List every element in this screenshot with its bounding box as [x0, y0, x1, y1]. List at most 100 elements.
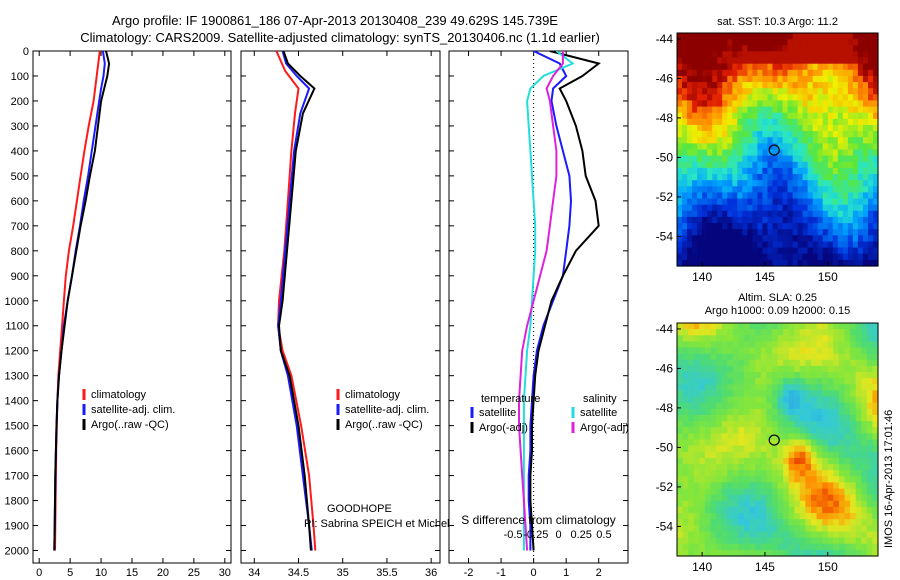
y-tick-label: 900: [11, 271, 29, 283]
salinity-panel: 3434.53535.536salinityclimatologysatelli…: [240, 50, 491, 579]
series-line-1: [277, 51, 313, 551]
y-tick-label: 1100: [5, 321, 29, 333]
y-tick-label: 1400: [5, 396, 29, 408]
map-title: Altim. SLA: 0.25: [738, 292, 817, 304]
legend-label: satellite: [580, 407, 617, 419]
y-tick-label: 400: [11, 146, 29, 158]
x-tick-label: 1: [563, 567, 569, 579]
x-tick-label: 20: [157, 567, 169, 579]
x-tick-label: 36: [425, 567, 437, 579]
legend-label: satellite-adj. clim.: [91, 404, 175, 416]
lat-tick-label: -48: [656, 111, 674, 125]
pi-label: PI: Sabrina SPEICH et Michel ARHAN: [304, 518, 491, 530]
y-tick-label: 700: [11, 221, 29, 233]
y-tick-label: 2000: [5, 546, 29, 558]
s-tick-label: 0: [555, 529, 561, 541]
x-tick-label: 0: [36, 567, 42, 579]
y-tick-label: 800: [11, 246, 29, 258]
title-line-2: Climatology: CARS2009. Satellite-adjuste…: [80, 30, 600, 45]
x-tick-label: 34: [248, 567, 260, 579]
legend-label: climatology: [91, 389, 147, 401]
legend-label: climatology: [345, 389, 401, 401]
y-tick-label: 1300: [5, 371, 29, 383]
legend-label: Argo(..raw -QC): [345, 419, 423, 431]
x-tick-label: 2: [596, 567, 602, 579]
legend-label: satellite: [479, 407, 516, 419]
x-tick-label: 35.5: [376, 567, 397, 579]
x-tick-label: 34.5: [288, 567, 309, 579]
lat-tick-label: -52: [656, 190, 674, 204]
y-tick-label: 100: [11, 71, 29, 83]
series-line-0: [275, 51, 317, 551]
lon-tick-label: 145: [755, 560, 775, 574]
map-frame: [676, 322, 879, 557]
lon-tick-label: 140: [692, 270, 712, 284]
y-tick-label: 1200: [5, 346, 29, 358]
lat-tick-label: -50: [656, 440, 674, 454]
lon-tick-label: 145: [755, 270, 775, 284]
y-tick-label: 600: [11, 196, 29, 208]
lat-tick-label: -44: [656, 322, 674, 336]
sst-map-panel: 140 145 150 -44 -46 -48 -50 -52 -54 sat. SST: 10.…: [656, 16, 879, 284]
s-tick-label: 0.5: [596, 529, 611, 541]
temperature-panel: 0 5 10 15 20 25 300100200300400500600700800900…: [5, 46, 232, 579]
map-title: sat. SST: 10.3 Argo: 11.2: [717, 16, 838, 28]
y-tick-label: 200: [11, 96, 29, 108]
y-tick-label: 300: [11, 121, 29, 133]
y-tick-label: 1700: [5, 471, 29, 483]
map-subtitle: Argo h1000: 0.09 h2000: 0.15: [705, 305, 851, 317]
sla-field: [677, 323, 879, 557]
y-tick-label: 1000: [5, 296, 29, 308]
series-line-2: [53, 51, 111, 551]
y-tick-label: 1800: [5, 496, 29, 508]
series-line-2: [522, 51, 575, 551]
series-line-2: [277, 51, 316, 551]
project-label: GOODHOPE: [327, 503, 392, 515]
legend-label: Argo(..raw -QC): [91, 419, 169, 431]
x-tick-label: 10: [95, 567, 107, 579]
lat-tick-label: -54: [656, 519, 674, 533]
y-tick-label: 0: [23, 46, 29, 58]
plot-frame: [240, 50, 441, 564]
argo-position-marker: [768, 144, 780, 156]
y-tick-label: 1500: [5, 421, 29, 433]
s-tick-label: 0.25: [570, 529, 591, 541]
sst-field: [677, 33, 879, 267]
difference-panel: -2-1012T difference from climatology-0.5…: [448, 50, 629, 579]
legend-header-salinity: salinity: [583, 393, 617, 405]
legend-label: Argo(-adj): [580, 422, 629, 434]
map-frame: [676, 32, 879, 267]
s-tick-label: -0.25: [523, 529, 548, 541]
x-tick-label: 15: [126, 567, 138, 579]
legend-label: satellite-adj. clim.: [345, 404, 429, 416]
imos-credit: IMOS 16-Apr-2013 17:01:46: [883, 409, 895, 548]
x-tick-label: -2: [464, 567, 474, 579]
x-tick-label: 0: [531, 567, 537, 579]
y-tick-label: 1600: [5, 446, 29, 458]
s-axis-label: S difference from climatology: [461, 513, 616, 527]
lat-tick-label: -54: [656, 229, 674, 243]
lon-tick-label: 150: [818, 560, 838, 574]
series-line-3: [518, 51, 564, 551]
lat-tick-label: -52: [656, 480, 674, 494]
argo-position-marker: [768, 434, 780, 446]
x-tick-label: 25: [188, 567, 200, 579]
x-tick-label: -1: [496, 567, 506, 579]
lat-tick-label: -46: [656, 361, 674, 375]
s-tick-label: -0.5: [504, 529, 523, 541]
title-line-1: Argo profile: IF 1900861_186 07-Apr-2013…: [112, 13, 558, 28]
lon-tick-label: 140: [692, 560, 712, 574]
x-tick-label: 5: [67, 567, 73, 579]
legend-header-temperature: temperature: [481, 393, 540, 405]
series-line-1: [529, 51, 601, 551]
y-tick-label: 500: [11, 171, 29, 183]
lon-tick-label: 150: [818, 270, 838, 284]
lat-tick-label: -46: [656, 71, 674, 85]
lat-tick-label: -44: [656, 32, 674, 46]
x-tick-label: 30: [219, 567, 231, 579]
lat-tick-label: -48: [656, 401, 674, 415]
plot-frame: [448, 50, 629, 564]
legend-label: Argo(-adj): [479, 422, 528, 434]
lat-tick-label: -50: [656, 150, 674, 164]
